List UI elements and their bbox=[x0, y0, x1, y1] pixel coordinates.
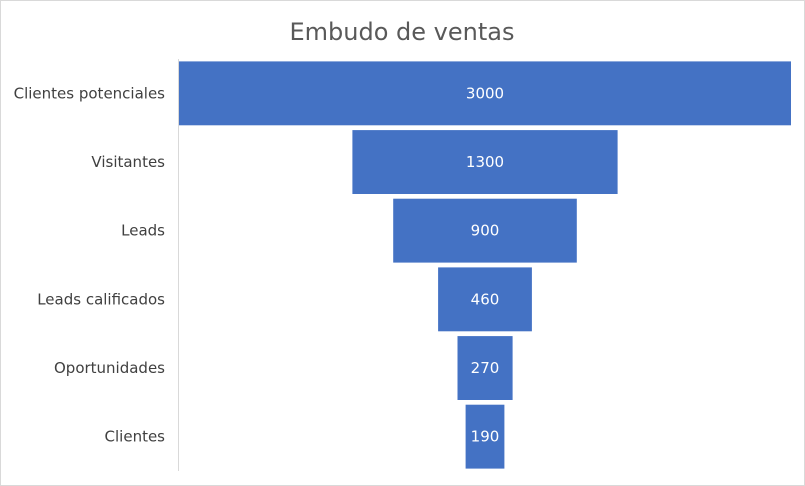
bars-layer: 3000 Clientes potenciales 1300 Visitantes 90… bbox=[14, 61, 791, 469]
data-label: 3000 bbox=[466, 84, 504, 102]
category-label: Clientes bbox=[105, 428, 166, 446]
funnel-bar bbox=[352, 130, 618, 194]
category-label: Leads bbox=[121, 222, 165, 240]
category-label: Leads calificados bbox=[37, 290, 165, 308]
funnel-bar bbox=[465, 404, 505, 469]
data-label: 460 bbox=[471, 290, 500, 308]
category-label: Clientes potenciales bbox=[14, 84, 166, 102]
chart-title: Embudo de ventas bbox=[290, 18, 515, 46]
funnel-bar bbox=[438, 267, 532, 332]
data-label: 1300 bbox=[466, 153, 504, 171]
funnel-bar bbox=[393, 198, 577, 263]
funnel-bar bbox=[457, 336, 513, 400]
category-label: Oportunidades bbox=[54, 359, 165, 377]
funnel-bar bbox=[179, 61, 791, 126]
data-label: 900 bbox=[471, 222, 500, 240]
category-label: Visitantes bbox=[91, 153, 165, 171]
data-label: 190 bbox=[471, 428, 500, 446]
data-label: 270 bbox=[471, 359, 500, 377]
